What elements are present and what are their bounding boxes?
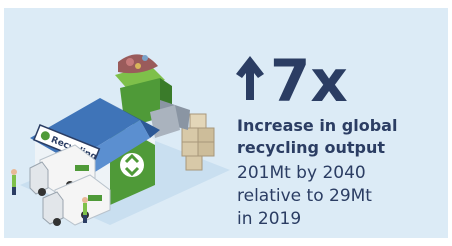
infographic: Recycling 7x Increase in global recyclin… [0,0,452,246]
subheading-line: Increase in global [237,116,397,135]
detail-line: relative to 29Mt [237,186,372,206]
subheading-line: recycling output [237,138,385,157]
detail-line: 201Mt by 2040 [237,163,366,183]
page: Recycling 7x Increase in global recyclin… [0,0,452,246]
headline: 7x [270,47,348,115]
detail-line: in 2019 [237,209,301,229]
